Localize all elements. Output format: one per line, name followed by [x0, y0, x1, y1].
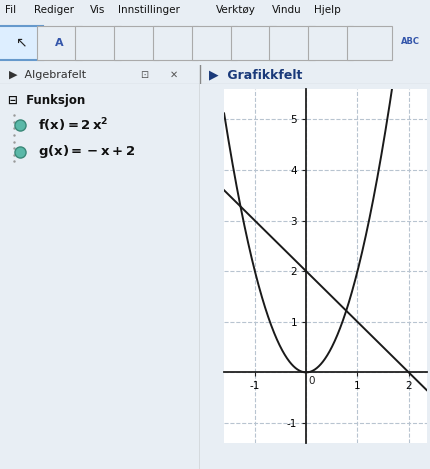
FancyBboxPatch shape — [75, 25, 120, 60]
FancyBboxPatch shape — [191, 25, 236, 60]
Text: ↖: ↖ — [15, 36, 26, 50]
Text: Rediger: Rediger — [34, 5, 74, 15]
Text: A: A — [55, 38, 64, 48]
FancyBboxPatch shape — [0, 25, 43, 60]
Text: 0: 0 — [308, 377, 314, 386]
Text: ✕: ✕ — [170, 69, 178, 80]
Text: Vis: Vis — [89, 5, 105, 15]
Text: ⊡: ⊡ — [140, 69, 148, 80]
FancyBboxPatch shape — [37, 25, 82, 60]
FancyBboxPatch shape — [230, 25, 275, 60]
FancyBboxPatch shape — [307, 25, 353, 60]
FancyBboxPatch shape — [114, 25, 159, 60]
Text: $\mathbf{f(x) = 2\,x^2}$: $\mathbf{f(x) = 2\,x^2}$ — [38, 116, 108, 134]
Text: $\mathbf{g(x) = -x + 2}$: $\mathbf{g(x) = -x + 2}$ — [38, 143, 135, 160]
Text: Vindu: Vindu — [271, 5, 301, 15]
FancyBboxPatch shape — [153, 25, 198, 60]
Text: ▶  Grafikkfelt: ▶ Grafikkfelt — [209, 68, 302, 81]
Text: Fil: Fil — [5, 5, 16, 15]
FancyBboxPatch shape — [346, 25, 391, 60]
Text: Innstillinger: Innstillinger — [118, 5, 180, 15]
FancyBboxPatch shape — [269, 25, 314, 60]
Text: ABC: ABC — [400, 37, 419, 46]
Text: ▶  Algebrafelt: ▶ Algebrafelt — [9, 69, 86, 80]
Text: ⊟  Funksjon: ⊟ Funksjon — [8, 94, 85, 107]
Text: Verktøy: Verktøy — [215, 5, 255, 15]
Text: Hjelp: Hjelp — [313, 5, 340, 15]
